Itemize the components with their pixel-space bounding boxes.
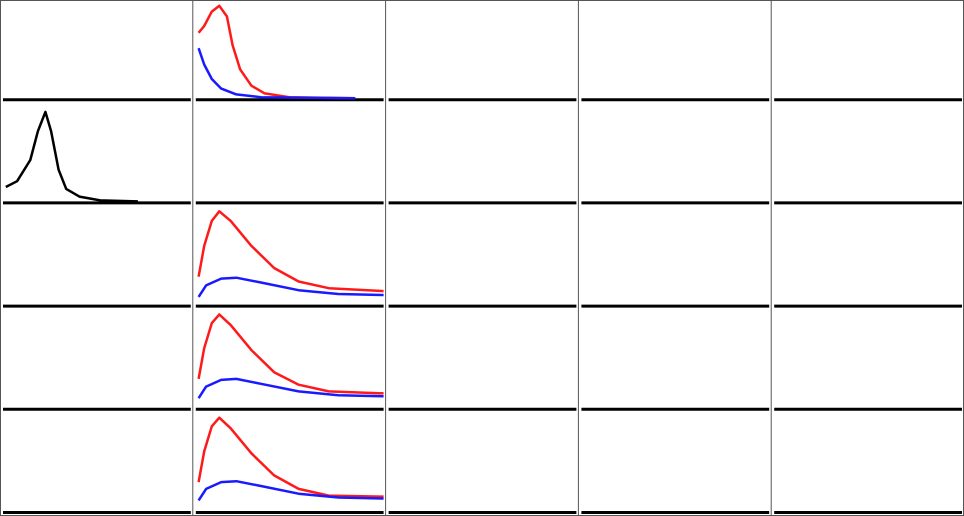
curve [197,479,384,502]
curve [5,110,138,203]
curve [197,313,384,395]
curve [197,377,384,399]
curve [197,416,384,498]
curve [197,276,384,298]
curve [197,47,356,100]
curve [197,210,384,293]
curve [197,4,356,100]
